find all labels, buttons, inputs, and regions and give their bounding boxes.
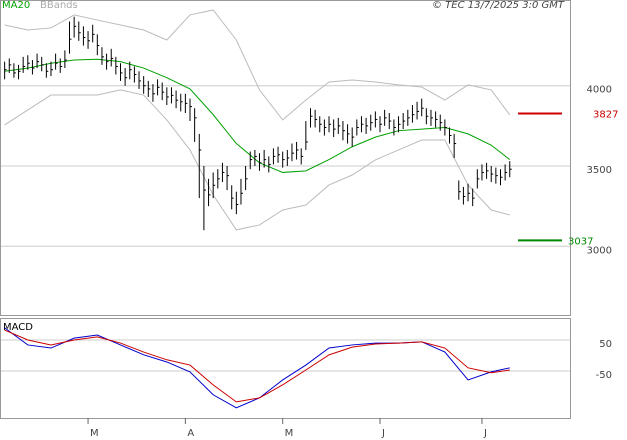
y-tick-label: -50 <box>596 370 612 381</box>
x-tick-label: A <box>187 428 194 439</box>
x-tick-label: M <box>285 428 294 439</box>
y-tick-label: 3500 <box>587 165 612 176</box>
legend-ma: MA20 <box>2 0 30 11</box>
legend-bands: BBands <box>40 0 78 11</box>
price-panel <box>0 0 571 316</box>
x-tick-label: J <box>381 428 385 439</box>
macd-title: MACD <box>3 322 33 333</box>
macd-line <box>4 329 510 403</box>
x-tick-label: M <box>90 428 99 439</box>
copyright: © TEC 13/7/2025 3:0 GMT <box>432 0 565 11</box>
x-tick-label: J <box>483 428 487 439</box>
y-tick-label: 50 <box>599 339 612 350</box>
macd-panel <box>0 318 571 419</box>
level-label: 3827 <box>593 110 618 121</box>
band-upper <box>4 9 511 121</box>
y-tick-label: 4000 <box>587 85 612 96</box>
y-tick-label: 3000 <box>587 245 612 256</box>
band-lower <box>4 89 510 231</box>
level-label: 3037 <box>568 236 593 247</box>
ma-line <box>4 58 511 173</box>
